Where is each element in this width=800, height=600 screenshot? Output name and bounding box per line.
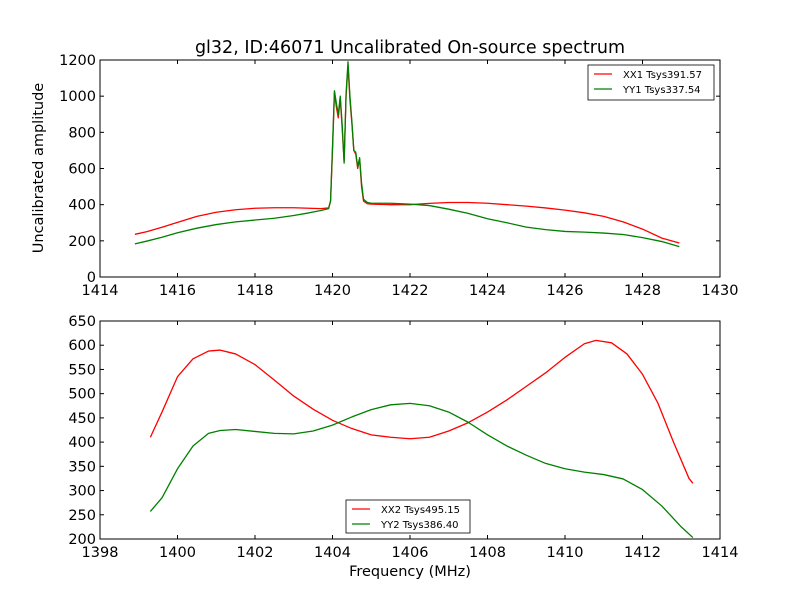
top-x-tick-label: 1428 — [624, 283, 661, 299]
top-series-line-2 — [134, 61, 680, 248]
bottom-y-tick-label: 250 — [68, 508, 96, 524]
bottom-y-tick-label: 600 — [68, 338, 96, 354]
bottom-x-tick-label: 1412 — [624, 545, 661, 561]
bottom-y-tick-label: 550 — [68, 362, 96, 378]
top-legend-box — [587, 64, 715, 101]
legend-label-xx1: XX1 Tsys391.57 — [623, 70, 702, 81]
top-x-tick-label: 1426 — [547, 283, 584, 299]
top-legend: XX1 Tsys391.57 YY1 Tsys337.54 — [587, 64, 715, 101]
bottom-series-lines — [149, 339, 694, 539]
bottom-y-tick-label: 350 — [68, 459, 96, 475]
top-x-tick-label: 1418 — [237, 283, 274, 299]
top-series-lines — [134, 61, 680, 248]
top-y-tick-label: 400 — [68, 198, 96, 214]
top-x-tick-label: 1414 — [82, 283, 119, 299]
bottom-series-line-2 — [149, 402, 694, 539]
bottom-y-tick-label: 450 — [68, 411, 96, 427]
top-y-tick-label: 800 — [68, 125, 96, 141]
bottom-y-tick-label: 200 — [68, 532, 96, 548]
bottom-y-tick-label: 400 — [68, 435, 96, 451]
bottom-series-line-1 — [149, 339, 694, 484]
top-x-tick-label: 1424 — [469, 283, 506, 299]
top-y-tick-label: 600 — [68, 162, 96, 178]
top-x-tick-label: 1430 — [702, 283, 739, 299]
bottom-x-tick-label: 1404 — [314, 545, 351, 561]
bottom-x-tick-label: 1414 — [702, 545, 739, 561]
bottom-x-tick-label: 1400 — [159, 545, 196, 561]
bottom-x-tick-label: 1406 — [392, 545, 429, 561]
top-chart-title: gl32, ID:46071 Uncalibrated On-source sp… — [195, 38, 625, 58]
bottom-x-tick-label: 1408 — [469, 545, 506, 561]
bottom-x-axis-label: Frequency (MHz) — [349, 564, 471, 580]
legend-label-xx2: XX2 Tsys495.15 — [381, 505, 460, 516]
top-y-tick-label: 0 — [87, 270, 96, 286]
top-x-tick-label: 1416 — [159, 283, 196, 299]
top-x-tick-label: 1420 — [314, 283, 351, 299]
top-y-tick-label: 200 — [68, 234, 96, 250]
legend-label-yy2: YY2 Tsys386.40 — [380, 520, 459, 531]
bottom-y-tick-label: 500 — [68, 387, 96, 403]
bottom-x-tick-label: 1410 — [547, 545, 584, 561]
bottom-legend: XX2 Tsys495.15 YY2 Tsys386.40 — [345, 499, 471, 534]
bottom-y-tick-label: 300 — [68, 484, 96, 500]
bottom-y-tick-label: 650 — [68, 314, 96, 330]
top-ticks: 1414 1416 1418 1420 1422 1424 1426 1428 1430 0 200… — [59, 53, 738, 299]
bottom-panel: 1398 1400 1402 1404 1406 1408 1410 1412 1414 200 2… — [68, 314, 738, 580]
top-y-tick-label: 1200 — [59, 53, 96, 69]
bottom-x-tick-label: 1398 — [82, 545, 119, 561]
bottom-x-tick-label: 1402 — [237, 545, 274, 561]
top-y-tick-label: 1000 — [59, 89, 96, 105]
bottom-legend-box — [345, 499, 471, 534]
top-x-tick-label: 1422 — [392, 283, 429, 299]
legend-label-yy1: YY1 Tsys337.54 — [622, 85, 701, 96]
top-panel: gl32, ID:46071 Uncalibrated On-source sp… — [31, 38, 738, 299]
top-y-axis-label: Uncalibrated amplitude — [31, 83, 47, 254]
bottom-ticks: 1398 1400 1402 1404 1406 1408 1410 1412 1414 200 2… — [68, 314, 738, 561]
